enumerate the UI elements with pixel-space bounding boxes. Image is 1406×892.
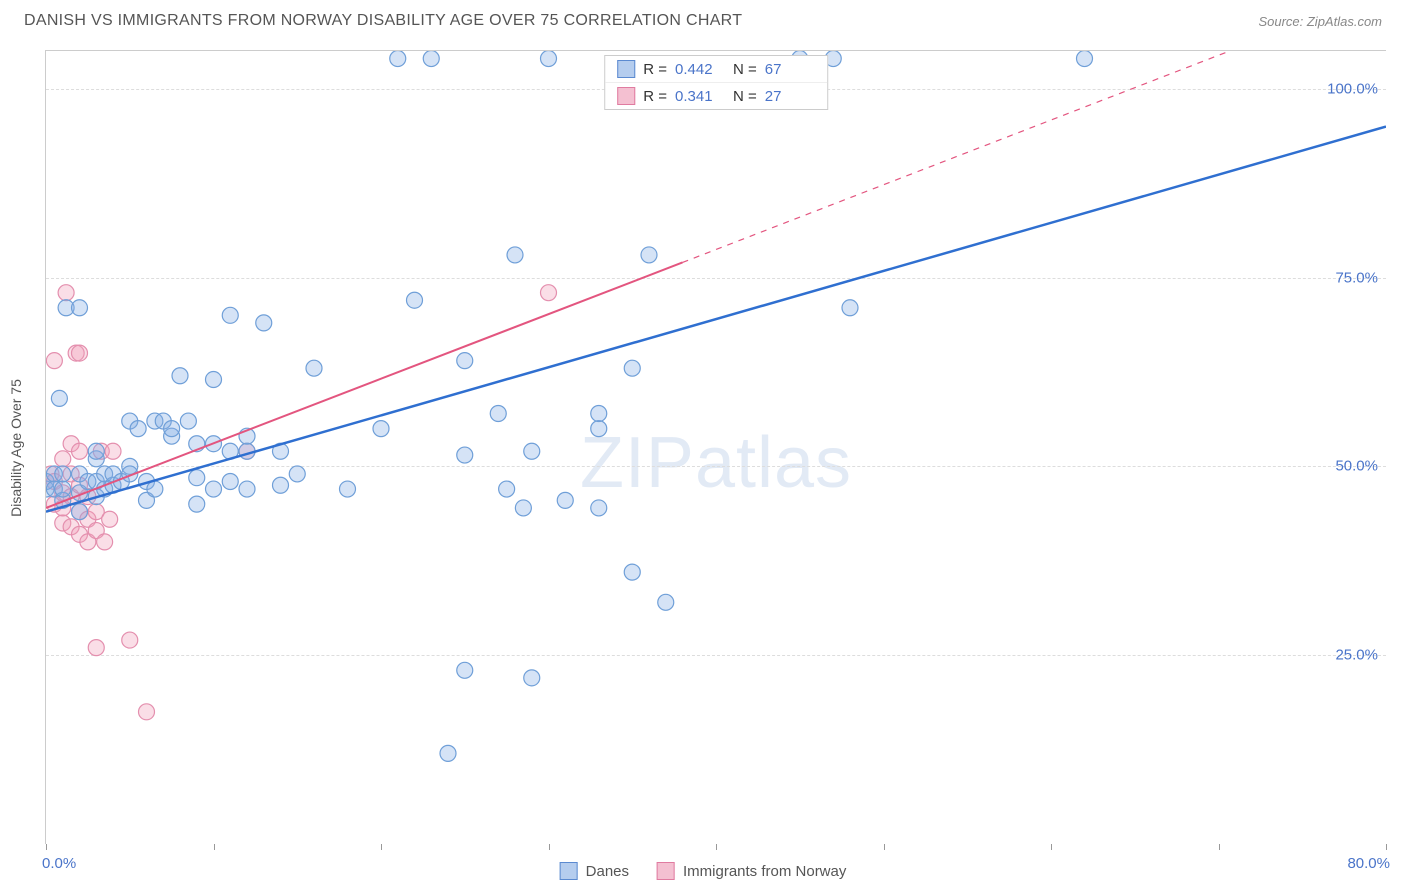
data-point bbox=[189, 496, 205, 512]
data-point bbox=[373, 421, 389, 437]
data-point bbox=[130, 421, 146, 437]
x-tick bbox=[214, 844, 215, 850]
data-point bbox=[591, 421, 607, 437]
trend-line bbox=[46, 262, 683, 507]
n-label: N = bbox=[733, 61, 757, 78]
data-point bbox=[122, 632, 138, 648]
swatch-norway bbox=[617, 87, 635, 105]
data-point bbox=[641, 247, 657, 263]
data-point bbox=[557, 492, 573, 508]
n-value-danes: 67 bbox=[765, 61, 815, 78]
title-bar: DANISH VS IMMIGRANTS FROM NORWAY DISABIL… bbox=[0, 0, 1406, 38]
x-tick bbox=[884, 844, 885, 850]
data-point bbox=[239, 481, 255, 497]
data-point bbox=[440, 745, 456, 761]
n-label: N = bbox=[733, 88, 757, 105]
data-point bbox=[189, 470, 205, 486]
data-point bbox=[206, 481, 222, 497]
data-point bbox=[273, 477, 289, 493]
data-point bbox=[102, 511, 118, 527]
data-point bbox=[457, 353, 473, 369]
data-point bbox=[457, 662, 473, 678]
data-point bbox=[72, 443, 88, 459]
legend-stats-row-danes: R = 0.442 N = 67 bbox=[605, 56, 827, 82]
data-point bbox=[180, 413, 196, 429]
x-tick bbox=[1386, 844, 1387, 850]
y-axis-label: Disability Age Over 75 bbox=[8, 379, 24, 517]
swatch-danes bbox=[617, 60, 635, 78]
data-point bbox=[515, 500, 531, 516]
data-point bbox=[524, 443, 540, 459]
data-point bbox=[51, 390, 67, 406]
data-point bbox=[340, 481, 356, 497]
data-point bbox=[72, 300, 88, 316]
legend-item-danes: Danes bbox=[560, 862, 629, 880]
r-value-danes: 0.442 bbox=[675, 61, 725, 78]
data-point bbox=[591, 500, 607, 516]
data-point bbox=[55, 466, 71, 482]
x-tick bbox=[716, 844, 717, 850]
x-tick bbox=[381, 844, 382, 850]
trend-line bbox=[46, 127, 1386, 512]
data-point bbox=[591, 406, 607, 422]
data-point bbox=[457, 447, 473, 463]
data-point bbox=[55, 451, 71, 467]
data-point bbox=[541, 285, 557, 301]
x-axis-max-label: 80.0% bbox=[1347, 855, 1390, 872]
data-point bbox=[88, 640, 104, 656]
data-point bbox=[55, 481, 71, 497]
data-point bbox=[1077, 51, 1093, 67]
data-point bbox=[289, 466, 305, 482]
data-point bbox=[541, 51, 557, 67]
swatch-norway-icon bbox=[657, 862, 675, 880]
data-point bbox=[139, 704, 155, 720]
x-tick bbox=[46, 844, 47, 850]
data-point bbox=[72, 345, 88, 361]
data-point bbox=[390, 51, 406, 67]
data-point bbox=[842, 300, 858, 316]
data-point bbox=[97, 534, 113, 550]
x-tick bbox=[1051, 844, 1052, 850]
data-point bbox=[46, 353, 62, 369]
legend-stats-box: R = 0.442 N = 67 R = 0.341 N = 27 bbox=[604, 55, 828, 110]
legend-item-norway: Immigrants from Norway bbox=[657, 862, 846, 880]
data-point bbox=[507, 247, 523, 263]
data-point bbox=[407, 292, 423, 308]
data-point bbox=[58, 285, 74, 301]
data-point bbox=[524, 670, 540, 686]
data-point bbox=[222, 473, 238, 489]
r-label: R = bbox=[643, 88, 667, 105]
legend-label-norway: Immigrants from Norway bbox=[683, 863, 846, 880]
data-point bbox=[147, 481, 163, 497]
x-axis-min-label: 0.0% bbox=[42, 855, 76, 872]
data-point bbox=[423, 51, 439, 67]
data-point bbox=[172, 368, 188, 384]
legend-stats-row-norway: R = 0.341 N = 27 bbox=[605, 82, 827, 109]
data-point bbox=[256, 315, 272, 331]
data-point bbox=[624, 360, 640, 376]
data-point bbox=[164, 421, 180, 437]
swatch-danes-icon bbox=[560, 862, 578, 880]
data-point bbox=[490, 406, 506, 422]
data-point bbox=[105, 443, 121, 459]
bottom-legend: Danes Immigrants from Norway bbox=[560, 862, 847, 880]
data-point bbox=[222, 307, 238, 323]
data-point bbox=[658, 594, 674, 610]
source-label: Source: ZipAtlas.com bbox=[1258, 14, 1382, 29]
chart-title: DANISH VS IMMIGRANTS FROM NORWAY DISABIL… bbox=[24, 12, 742, 30]
n-value-norway: 27 bbox=[765, 88, 815, 105]
x-tick bbox=[549, 844, 550, 850]
data-point bbox=[499, 481, 515, 497]
data-point bbox=[88, 443, 104, 459]
data-point bbox=[306, 360, 322, 376]
data-point bbox=[624, 564, 640, 580]
plot-svg bbox=[46, 51, 1386, 844]
legend-label-danes: Danes bbox=[586, 863, 629, 880]
plot-area: Disability Age Over 75 ZIPatlas R = 0.44… bbox=[45, 50, 1386, 844]
data-point bbox=[72, 504, 88, 520]
r-label: R = bbox=[643, 61, 667, 78]
data-point bbox=[206, 372, 222, 388]
x-tick bbox=[1219, 844, 1220, 850]
r-value-norway: 0.341 bbox=[675, 88, 725, 105]
